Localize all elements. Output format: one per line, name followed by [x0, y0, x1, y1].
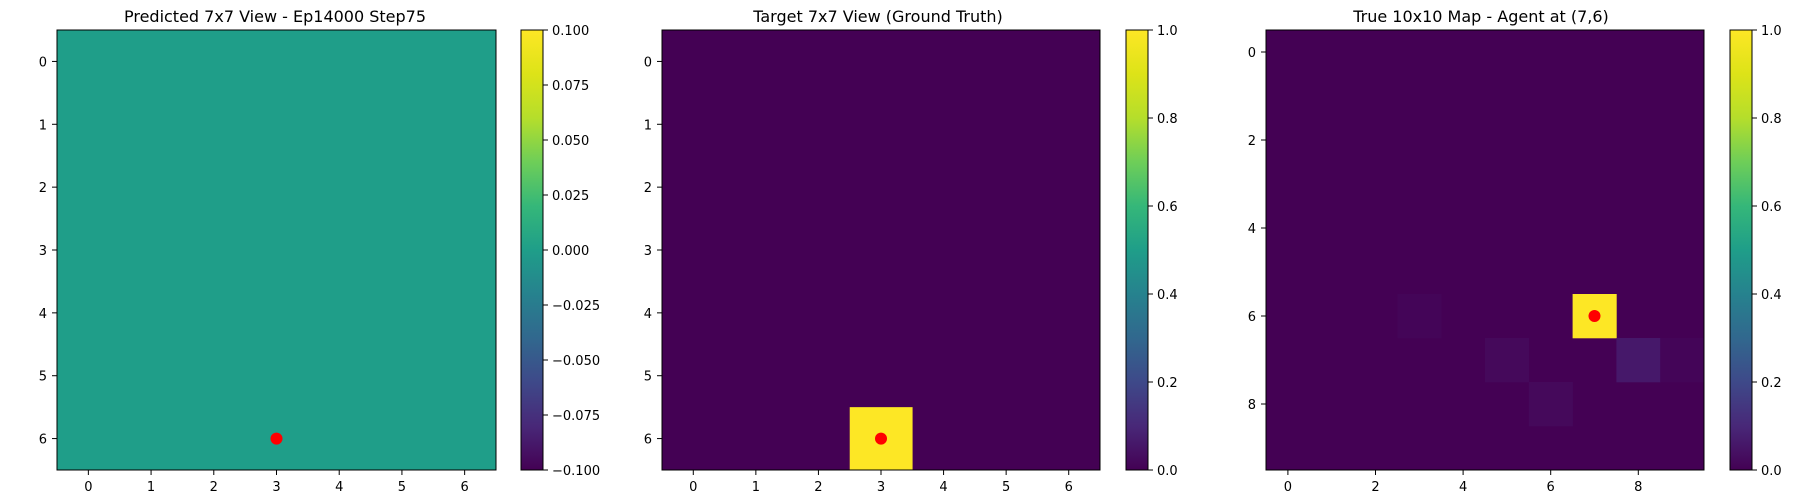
colorbar-tick-label: 0.2: [1157, 376, 1178, 391]
colorbar-target: 1.0 0.8 0.6 0.4 0.2 0.0: [1125, 24, 1178, 479]
agent-marker: [270, 432, 283, 445]
y-tick-label: 1: [644, 118, 652, 133]
colorbar-tick-label: 0.4: [1157, 288, 1178, 303]
y-tick-label: 8: [1248, 398, 1256, 413]
colorbar-tick-label: 0.6: [1157, 200, 1178, 215]
heatmap-target: 0 1 2 3 4 5 6 0 1 2 3 4 5 6: [644, 29, 1101, 495]
y-tick-label: 2: [1248, 134, 1256, 149]
panel-target-view: Target 7x7 View (Ground Truth) 0 1 2 3 4 5 6 0 1…: [644, 7, 1178, 495]
y-tick-label: 0: [39, 55, 47, 70]
x-tick-label: 0: [1284, 480, 1292, 495]
heatmap-background-cells: [1266, 30, 1704, 470]
heatmap-cell: [1528, 382, 1573, 427]
y-tick-label: 1: [39, 118, 47, 133]
x-tick-label: 3: [272, 480, 280, 495]
y-tick-label: 0: [644, 55, 652, 70]
colorbar-tick-label: 0.6: [1761, 200, 1782, 215]
panel-title: Predicted 7x7 View - Ep14000 Step75: [124, 7, 426, 26]
x-tick-label: 3: [877, 480, 885, 495]
colorbar-tick-label: 1.0: [1157, 24, 1178, 39]
colorbar-tick-label: 0.8: [1761, 112, 1782, 127]
x-tick-label: 5: [398, 480, 406, 495]
y-tick-label: 4: [1248, 222, 1256, 237]
colorbar-gradient: [1729, 29, 1753, 471]
x-tick-label: 1: [752, 480, 760, 495]
x-tick-label: 6: [461, 480, 469, 495]
colorbar-true-map: 1.0 0.8 0.6 0.4 0.2 0.0: [1729, 24, 1782, 479]
colorbar-tick-label: 0.025: [552, 189, 589, 204]
x-tick-label: 0: [84, 480, 92, 495]
colorbar-tick-label: −0.100: [552, 464, 600, 479]
colorbar-tick-label: 0.0: [1761, 464, 1782, 479]
agent-marker: [1588, 310, 1601, 322]
colorbar-tick-label: 0.100: [552, 24, 589, 39]
heatmap-background-cells: [57, 30, 496, 470]
x-tick-label: 2: [1371, 480, 1379, 495]
heatmap-true-map: 0 2 4 6 8 0 2 4 6 8: [1248, 29, 1705, 495]
heatmap-cell: [1660, 338, 1705, 383]
y-tick-label: 3: [644, 244, 652, 259]
y-tick-label: 5: [644, 370, 652, 385]
x-tick-label: 2: [210, 480, 218, 495]
colorbar-tick-label: 1.0: [1761, 24, 1782, 39]
x-tick-label: 4: [939, 480, 947, 495]
y-tick-label: 6: [644, 433, 652, 448]
y-tick-label: 6: [39, 433, 47, 448]
colorbar-tick-label: 0.050: [552, 134, 589, 149]
x-tick-label: 6: [1547, 480, 1555, 495]
colorbar-tick-label: 0.8: [1157, 112, 1178, 127]
y-tick-label: 2: [644, 181, 652, 196]
colorbar-tick-label: 0.4: [1761, 288, 1782, 303]
y-tick-label: 3: [39, 244, 47, 259]
colorbar-tick-label: −0.075: [552, 409, 600, 424]
panel-true-map: True 10x10 Map - Agent at (7,6) 0 2 4 6 8 0 2 4…: [1248, 7, 1782, 495]
y-tick-label: 5: [39, 370, 47, 385]
colorbar-tick-label: 0.0: [1157, 464, 1178, 479]
axes-frame: [1265, 29, 1705, 471]
x-tick-label: 6: [1065, 480, 1073, 495]
colorbar-tick-label: 0.000: [552, 244, 589, 259]
x-tick-label: 0: [689, 480, 697, 495]
x-tick-label: 2: [814, 480, 822, 495]
panel-predicted-view: Predicted 7x7 View - Ep14000 Step75 0 1 2 3…: [39, 7, 600, 495]
colorbar-tick-label: −0.025: [552, 299, 600, 314]
colorbar-gradient: [520, 29, 544, 471]
y-tick-label: 4: [644, 307, 652, 322]
heatmap-background-cells: [662, 30, 1100, 470]
colorbar-tick-label: −0.050: [552, 354, 600, 369]
x-tick-label: 1: [147, 480, 155, 495]
x-tick-label: 4: [335, 480, 343, 495]
colorbar-predicted: 0.100 0.075 0.050 0.025 0.000 −0.025 −0.050 −0.…: [520, 24, 600, 479]
panel-title: True 10x10 Map - Agent at (7,6): [1352, 7, 1609, 26]
colorbar-gradient: [1125, 29, 1149, 471]
x-tick-label: 8: [1634, 480, 1642, 495]
agent-marker: [875, 432, 887, 445]
y-tick-label: 2: [39, 181, 47, 196]
colorbar-tick-label: 0.2: [1761, 376, 1782, 391]
panel-title: Target 7x7 View (Ground Truth): [752, 7, 1003, 26]
heatmap-cell: [1485, 338, 1530, 383]
y-tick-label: 0: [1248, 46, 1256, 61]
heatmap-cell: [1397, 294, 1442, 339]
x-tick-label: 5: [1002, 480, 1010, 495]
y-tick-label: 4: [39, 307, 47, 322]
heatmap-predicted: 0 1 2 3 4 5 6 0 1 2 3 4 5 6: [39, 29, 497, 495]
colorbar-tick-label: 0.075: [552, 79, 589, 94]
heatmap-cell: [1616, 338, 1661, 383]
x-tick-label: 4: [1459, 480, 1467, 495]
y-tick-label: 6: [1248, 310, 1256, 325]
